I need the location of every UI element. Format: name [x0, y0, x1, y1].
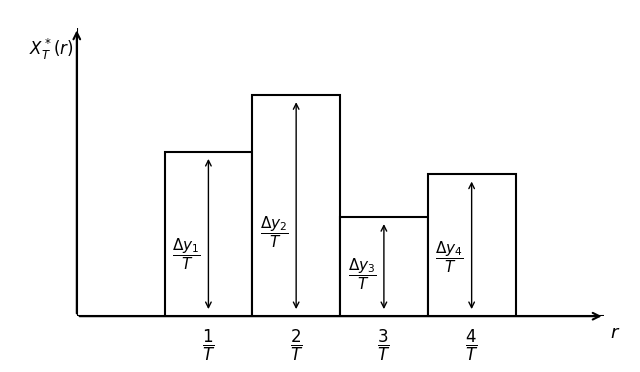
Text: $\dfrac{\Delta y_1}{T}$: $\dfrac{\Delta y_1}{T}$: [172, 236, 201, 272]
Bar: [428, 174, 515, 316]
Text: $\dfrac{\Delta y_4}{T}$: $\dfrac{\Delta y_4}{T}$: [435, 239, 464, 275]
Bar: [340, 217, 428, 316]
Bar: [252, 95, 340, 316]
Text: $\dfrac{\Delta y_2}{T}$: $\dfrac{\Delta y_2}{T}$: [260, 214, 289, 250]
Text: $\dfrac{\Delta y_3}{T}$: $\dfrac{\Delta y_3}{T}$: [348, 257, 376, 292]
Text: $X_T^*(r)$: $X_T^*(r)$: [29, 36, 73, 61]
Bar: [164, 152, 252, 316]
Text: $r$: $r$: [610, 324, 620, 342]
